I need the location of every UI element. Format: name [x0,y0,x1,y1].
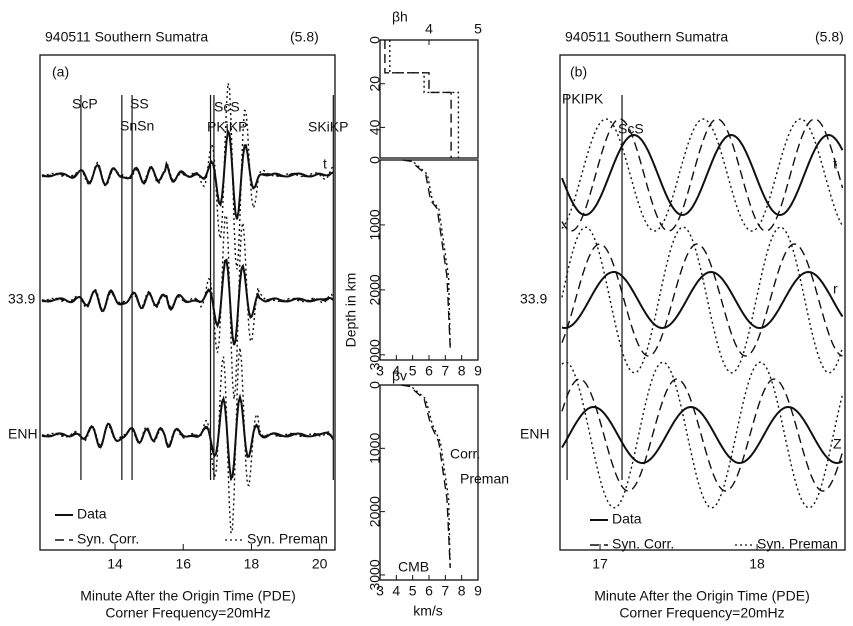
phase-label: SS [130,96,149,112]
y-tick-label: 3000 [367,339,383,370]
x-tick-label: 20 [312,556,328,572]
station-label: 33.9 [520,291,547,307]
x-axis-label: Minute After the Origin Time (PDE) [80,588,296,604]
y-tick-label: 20 [367,76,383,92]
velocity-profile [389,40,460,158]
legend-label: Syn. Preman [757,536,838,552]
waveform [41,214,334,400]
x-axis-label: km/s [413,603,443,619]
note: Corner Frequency=20mHz [619,605,784,621]
x-tick-label: 7 [441,583,449,599]
x-tick-label: 5 [409,363,417,379]
legend-label: Data [612,511,642,527]
x-tick-label: 5 [409,583,417,599]
y-tick-label: 2000 [367,274,383,305]
velocity-profile [384,40,452,158]
y-tick-label: 1000 [367,433,383,464]
panel-label: βh [392,9,408,25]
phase-label: PKIPK [562,91,604,107]
panel-a-frame [39,54,336,551]
x-tick-label: 6 [425,583,433,599]
panel-title: 940511 Southern Sumatra [45,29,208,45]
phase-label: PKiKP [207,119,247,135]
phase-label: SnSn [120,118,154,134]
waveform [41,82,334,270]
waveform [41,395,334,482]
legend-label: Syn. Corr. [77,531,139,547]
velocity-profile [402,384,451,569]
component-label: t [833,156,837,172]
x-tick-label: 9 [474,583,482,599]
x-tick-label: 18 [749,556,765,572]
waveform [41,259,334,347]
x-tick-label: 4 [392,583,400,599]
waveform [561,133,844,217]
component-label: Z [833,436,842,452]
phase-label: ScP [72,96,98,112]
x-tick-label: 4 [392,363,400,379]
velocity-profile [404,159,451,348]
station-label: 33.9 [8,291,35,307]
velocity-profile [401,384,451,569]
x-tick-label: 18 [244,556,260,572]
waveform [561,378,844,492]
panel-label: (b) [570,64,587,80]
x-tick-label: 17 [592,556,608,572]
magnitude: (5.8) [815,29,844,45]
panel-label: (a) [52,64,69,80]
panel-b-frame [559,54,846,551]
magnitude: (5.8) [290,29,319,45]
y-tick-label: 0 [367,381,383,389]
phase-label: ScS [618,121,644,137]
component-label: t [323,156,327,172]
phase-label: SKiKP [308,119,348,135]
x-tick-label: 3 [376,363,384,379]
waveform [41,128,334,220]
x-tick-label: 14 [107,556,123,572]
note: Corner Frequency=20mHz [105,605,270,621]
waveform [561,118,844,232]
x-tick-label: 8 [458,363,466,379]
legend-label: Data [77,506,107,522]
y-tick-label: 3000 [367,559,383,590]
legend-label: Syn. Corr. [612,536,674,552]
legend-label: Corr. [450,446,480,462]
y-tick-label: 40 [367,119,383,135]
x-tick-label: 5 [474,21,482,37]
x-tick-label: 3 [376,583,384,599]
station-label: ENH [520,426,550,442]
waveform [41,347,334,534]
x-tick-label: 8 [458,583,466,599]
waveform [561,270,844,330]
y-tick-label: 0 [367,36,383,44]
y-tick-label: 0 [367,156,383,164]
station-label: ENH [8,426,38,442]
legend-label: Preman [460,471,509,487]
velocity-profile [402,159,451,348]
waveform [41,130,334,220]
legend-label: Syn. Preman [247,531,328,547]
x-tick-label: 7 [441,363,449,379]
x-axis-label: Minute After the Origin Time (PDE) [594,588,810,604]
y-tick-label: 1000 [367,209,383,240]
annotation: CMB [398,559,429,575]
waveform [561,243,843,357]
panel-label: βv [392,368,407,384]
waveform [561,226,844,374]
component-label: r [833,281,838,297]
y-axis-label: Depth in km [343,273,359,348]
y-tick-label: 2000 [367,496,383,527]
x-tick-label: 4 [425,21,433,37]
x-tick-label: 6 [425,363,433,379]
x-tick-label: 16 [175,556,191,572]
x-tick-label: 9 [474,363,482,379]
waveform [561,118,844,232]
panel-title: 940511 Southern Sumatra [565,29,728,45]
waveform [561,405,843,465]
profile-frame [379,39,479,159]
